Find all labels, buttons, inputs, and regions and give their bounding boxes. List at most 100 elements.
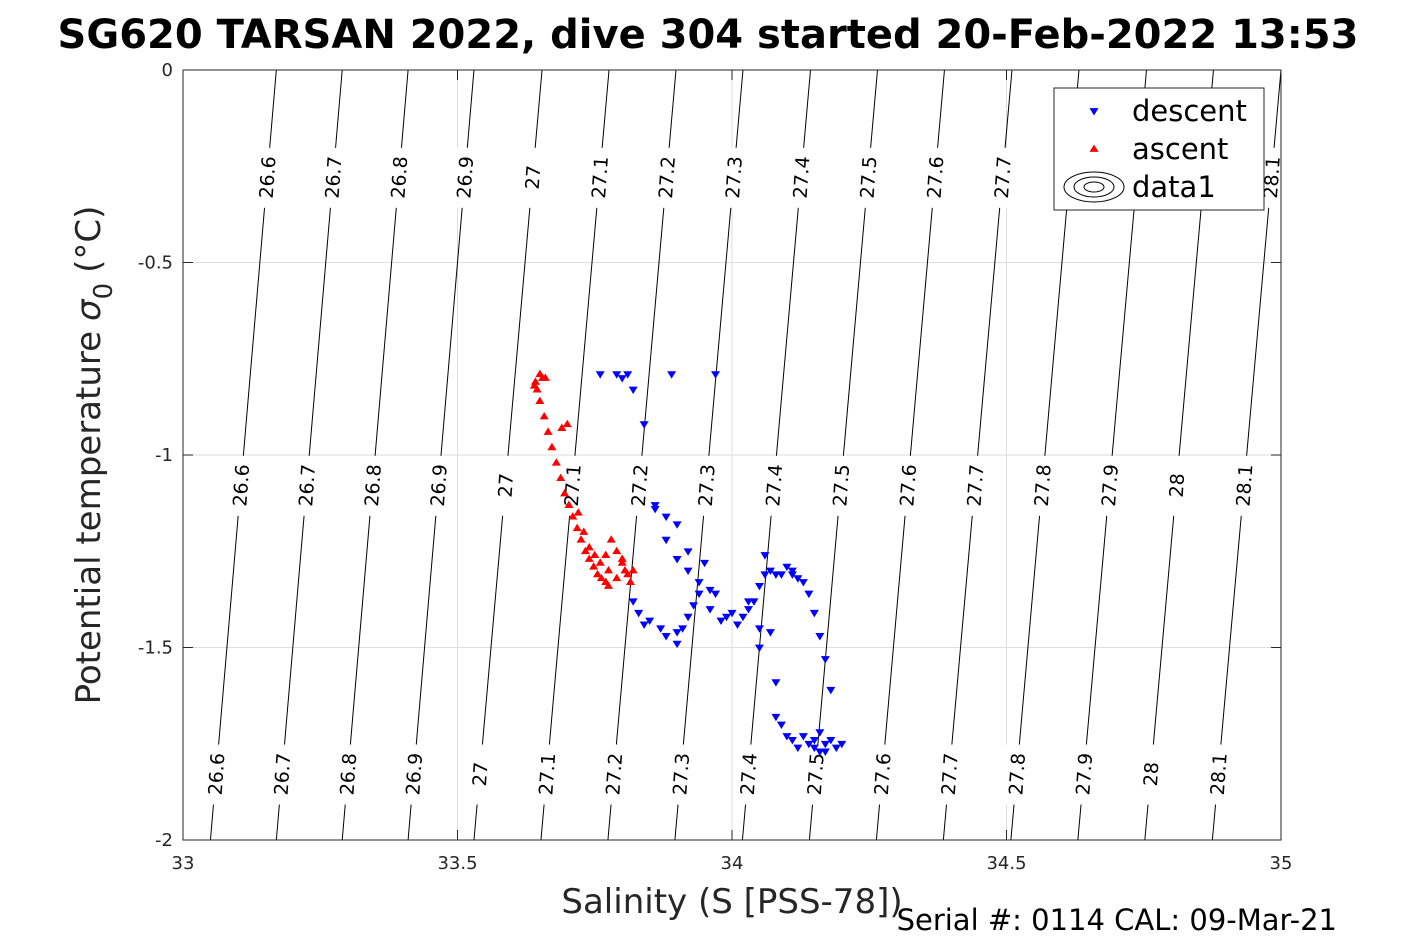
descent-point: [804, 740, 814, 749]
descent-point: [782, 563, 792, 572]
contour-legend-ellipse: [1073, 176, 1115, 198]
isopycnal-label: 27.6: [871, 752, 896, 796]
ascent-point: [539, 412, 549, 420]
isopycnal-label: 27.1: [535, 752, 560, 796]
ascent-point: [584, 554, 594, 562]
descent-point: [656, 625, 666, 633]
descent-point: [793, 575, 803, 583]
ascent-point: [612, 573, 622, 582]
isopycnal-label: 28.1: [1207, 752, 1232, 796]
isopycnal-label: 27.7: [991, 156, 1016, 200]
descent-point: [787, 736, 797, 745]
isopycnal-label: 26.8: [336, 752, 361, 796]
descent-point: [612, 371, 622, 379]
isopycnal-label-gap: [359, 455, 386, 516]
legend-items: descent ascent data1: [1063, 94, 1247, 204]
isopycnal-label: 28: [1140, 761, 1164, 787]
x-tick-label: 34: [721, 853, 744, 874]
isopycnal-label: 27.3: [695, 464, 720, 508]
ascent-point: [540, 373, 550, 381]
y-axis-label-main: Potential temperature: [69, 331, 109, 704]
descent-point: [634, 609, 644, 618]
descent-point: [809, 736, 819, 745]
isopycnal-label: 27.1: [561, 464, 586, 508]
density-contour-labels: 26.6 26.6 26.6 26.7 26.7 26.7 26.8 26.8 26.8 26.9…: [203, 147, 1285, 805]
isopycnal-label-gap: [921, 147, 948, 208]
descent-point: [711, 590, 721, 599]
descent-point: [826, 736, 836, 745]
isopycnal-label-gap: [600, 744, 627, 805]
isopycnal-label: 27.6: [923, 156, 948, 200]
isopycnal-label: 27.4: [790, 156, 815, 200]
descent-point: [831, 744, 841, 753]
descent-point: [661, 513, 671, 522]
isopycnal-label-gap: [1230, 455, 1257, 516]
isopycnal-label: 27: [522, 165, 546, 191]
isopycnal-label-gap: [653, 147, 680, 208]
isopycnal-label-gap: [559, 455, 586, 516]
y-tick-label: 0: [162, 60, 173, 81]
ascent-point: [612, 546, 622, 555]
isopycnal-label-gap: [720, 147, 747, 208]
chart-title: SG620 TARSAN 2022, dive 304 started 20-F…: [58, 12, 1359, 58]
descent-point: [694, 579, 704, 587]
isopycnal-label-gap: [854, 147, 881, 208]
isopycnal-label: 27.2: [655, 156, 680, 200]
descent-point: [716, 617, 726, 626]
isopycnal-label: 26.8: [387, 156, 412, 200]
isopycnal-label: 26.9: [402, 752, 427, 796]
isopycnal-label-gap: [894, 455, 921, 516]
descent-point: [672, 640, 682, 649]
isopycnal-label-gap: [1137, 744, 1164, 805]
isopycnal-label: 27.7: [938, 752, 963, 796]
isopycnal-label-gap: [626, 455, 653, 516]
descent-point: [771, 713, 781, 722]
isopycnal-label-gap: [787, 147, 814, 208]
isopycnal-label: 27: [494, 473, 518, 499]
ascent-point: [590, 550, 600, 559]
isopycnal-label: 27.2: [628, 464, 653, 508]
ascent-point: [623, 569, 633, 578]
isopycnal-label-gap: [1163, 455, 1190, 516]
isopycnal-label-gap: [989, 147, 1016, 208]
descent-point: [820, 656, 830, 664]
contour-legend-ellipse: [1063, 171, 1125, 203]
ascent-point: [576, 535, 586, 543]
isopycnal-label-gap: [735, 744, 762, 805]
isopycnal-label-gap: [385, 147, 412, 208]
descent-point: [711, 371, 721, 379]
descent-point: [760, 571, 770, 579]
isopycnal-label: 28.1: [1233, 464, 1258, 508]
isopycnal-label: 26.7: [270, 752, 295, 796]
data-series: [529, 369, 847, 756]
ascent-point: [595, 558, 605, 566]
isopycnal-label-gap: [802, 744, 829, 805]
descent-point: [617, 375, 627, 383]
descent-point: [765, 629, 775, 637]
descent-point: [754, 625, 764, 633]
isopycnal-label-gap: [519, 147, 546, 208]
ascent-point: [601, 550, 611, 559]
isopycnal-label: 27.5: [829, 464, 854, 508]
ascent-point: [551, 458, 561, 466]
descent-point: [683, 567, 693, 575]
legend-box: [1053, 87, 1265, 211]
ascent-point: [579, 527, 589, 535]
descent-point: [820, 748, 830, 756]
ascent-point: [603, 566, 613, 574]
descent-point: [639, 421, 649, 429]
descent-point: [815, 729, 825, 737]
ascent-point: [572, 523, 582, 532]
data1-legend-label: data1: [1132, 170, 1216, 204]
isopycnal-label: 27.2: [602, 752, 627, 796]
descent-point: [837, 740, 847, 749]
isopycnal-label: 27.9: [1072, 752, 1097, 796]
descent-point: [760, 552, 770, 560]
descent-point: [694, 590, 704, 599]
isopycnal-label-gap: [961, 455, 988, 516]
x-axis-label: Salinity (S [PSS-78]): [561, 882, 902, 922]
isopycnal-label: 28: [1166, 473, 1190, 499]
ascent-point: [617, 558, 627, 566]
ascent-point: [529, 381, 539, 389]
